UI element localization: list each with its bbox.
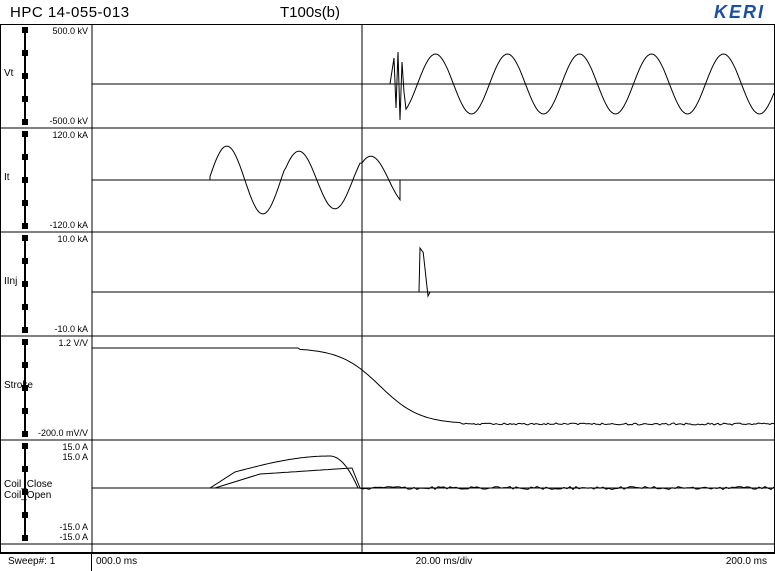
plot-svg: 500.0 kV -500.0 kV Vt 120.0 kA -120.0 kA It 10…	[0, 24, 775, 553]
svg-text:Stroke: Stroke	[4, 380, 33, 391]
svg-text:15.0 A: 15.0 A	[62, 452, 88, 462]
oscilloscope-plot: 500.0 kV -500.0 kV Vt 120.0 kA -120.0 kA It 10…	[0, 24, 775, 553]
svg-text:500.0 kV: 500.0 kV	[52, 26, 88, 36]
title-center: T100s(b)	[280, 4, 340, 21]
logo: KERI	[714, 2, 765, 23]
header: HPC 14-055-013 T100s(b) KERI	[0, 0, 775, 24]
time-end: 200.0 ms	[726, 554, 775, 571]
svg-text:IInj: IInj	[4, 276, 17, 287]
svg-text:-10.0 kA: -10.0 kA	[54, 324, 88, 334]
svg-text:10.0 kA: 10.0 kA	[57, 234, 88, 244]
time-per-div: 20.00 ms/div	[162, 554, 726, 571]
svg-text:1.2 V/V: 1.2 V/V	[58, 338, 88, 348]
svg-text:15.0 A: 15.0 A	[62, 442, 88, 452]
svg-text:Coil_Close: Coil_Close	[4, 479, 53, 490]
sweep-label: Sweep#: 1	[0, 554, 92, 571]
svg-text:It: It	[4, 172, 10, 183]
svg-text:120.0 kA: 120.0 kA	[52, 130, 88, 140]
footer: Sweep#: 1 000.0 ms 20.00 ms/div 200.0 ms	[0, 553, 775, 571]
title-left: HPC 14-055-013	[10, 4, 130, 21]
svg-text:-15.0 A: -15.0 A	[59, 532, 88, 542]
time-start: 000.0 ms	[92, 554, 162, 571]
svg-text:-120.0 kA: -120.0 kA	[49, 220, 88, 230]
svg-text:-500.0 kV: -500.0 kV	[49, 116, 88, 126]
svg-text:-200.0 mV/V: -200.0 mV/V	[38, 428, 88, 438]
svg-text:Vt: Vt	[4, 68, 14, 79]
svg-text:-15.0 A: -15.0 A	[59, 522, 88, 532]
